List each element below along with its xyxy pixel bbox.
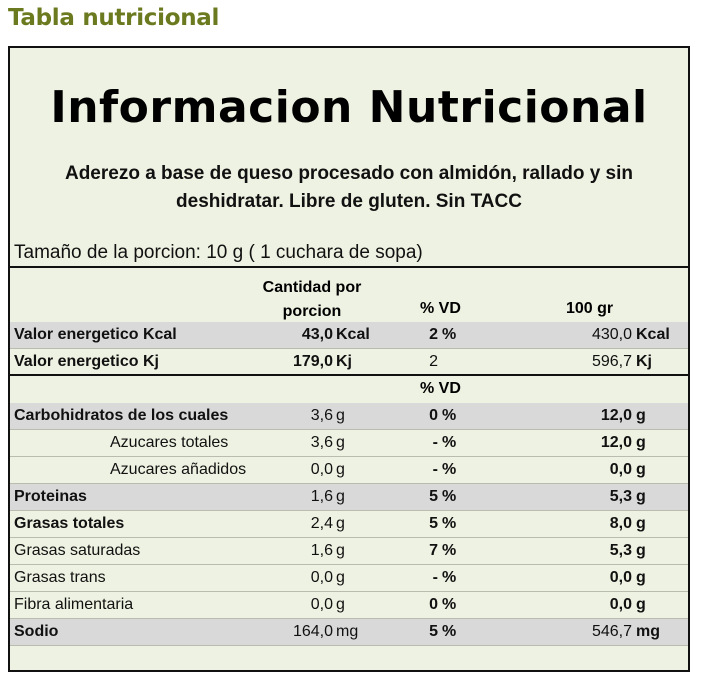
per100-value: 5,3 bbox=[609, 542, 632, 559]
vd-value: 2 bbox=[429, 353, 438, 370]
portion-unit: g bbox=[336, 542, 345, 559]
portion-unit: Kcal bbox=[336, 326, 370, 343]
product-description: Aderezo a base de queso procesado con al… bbox=[64, 163, 634, 212]
portion-value: 0,0 bbox=[310, 569, 333, 586]
header-100gr: 100 gr bbox=[566, 300, 614, 317]
portion-value: 164,0 bbox=[292, 623, 333, 640]
nutrient-name: Grasas trans bbox=[14, 569, 106, 586]
vd-value: - bbox=[432, 434, 438, 451]
per100-value: 0,0 bbox=[609, 569, 632, 586]
per100-value: 12,0 bbox=[600, 434, 632, 451]
nutrient-name: Grasas totales bbox=[14, 515, 125, 532]
per100-unit: g bbox=[636, 596, 646, 613]
vd-value: - bbox=[432, 461, 438, 478]
portion-unit: mg bbox=[336, 623, 359, 640]
vd-value: 5 bbox=[429, 515, 438, 532]
serving-size: Tamaño de la porcion: 10 g ( 1 cuchara d… bbox=[14, 242, 423, 263]
nutrient-name: Valor energetico Kj bbox=[14, 353, 159, 370]
portion-value: 43,0 bbox=[301, 326, 333, 343]
portion-unit: g bbox=[336, 596, 345, 613]
vd-value: 5 bbox=[429, 488, 438, 505]
vd-value: 0 bbox=[429, 407, 438, 424]
header-cantidad: Cantidad por porcion bbox=[262, 279, 362, 320]
nutrient-name: Valor energetico Kcal bbox=[14, 326, 177, 343]
nutrient-name: Proteinas bbox=[14, 488, 87, 505]
per100-unit: g bbox=[636, 407, 646, 424]
nutrient-name: Azucares totales bbox=[110, 434, 229, 451]
vd-value: 5 bbox=[429, 623, 438, 640]
vd-unit: % bbox=[442, 326, 457, 343]
per100-value: 596,7 bbox=[591, 353, 632, 370]
portion-unit: g bbox=[336, 434, 345, 451]
per100-unit: g bbox=[636, 569, 646, 586]
per100-value: 0,0 bbox=[609, 461, 632, 478]
label-title: Informacion Nutricional bbox=[50, 82, 648, 133]
portion-unit: g bbox=[336, 407, 345, 424]
per100-value: 5,3 bbox=[609, 488, 632, 505]
vd-unit: % bbox=[442, 488, 457, 505]
vd-unit: % bbox=[442, 407, 457, 424]
nutrient-row: Grasas trans 0,0 g -% 0,0 g bbox=[10, 565, 688, 592]
divider bbox=[10, 266, 688, 268]
vd-value: - bbox=[432, 569, 438, 586]
nutrient-name: Grasas saturadas bbox=[14, 542, 141, 559]
header-vd-nutrients: % VD bbox=[420, 380, 461, 397]
nutrient-name: Fibra alimentaria bbox=[14, 596, 134, 613]
energy-row: Valor energetico Kj 179,0 Kj 2 596,7 Kj bbox=[10, 349, 688, 376]
per100-unit: g bbox=[636, 434, 646, 451]
portion-value: 179,0 bbox=[292, 353, 333, 370]
portion-value: 0,0 bbox=[310, 596, 333, 613]
vd-unit: % bbox=[442, 461, 457, 478]
nutrient-row: Grasas totales 2,4 g 5% 8,0 g bbox=[10, 511, 688, 538]
portion-value: 0,0 bbox=[310, 461, 333, 478]
divider bbox=[10, 374, 688, 376]
portion-unit: g bbox=[336, 569, 345, 586]
vd-unit: % bbox=[442, 569, 457, 586]
vd-unit: % bbox=[442, 623, 457, 640]
nutrition-label: Informacion Nutricional Aderezo a base d… bbox=[8, 46, 690, 672]
portion-unit: g bbox=[336, 461, 345, 478]
nutrient-row: Sodio 164,0 mg 5% 546,7 mg bbox=[10, 619, 688, 646]
portion-unit: Kj bbox=[336, 353, 352, 370]
nutrient-row: Carbohidratos de los cuales 3,6 g 0% 12,0 g bbox=[10, 403, 688, 430]
per100-unit: g bbox=[636, 488, 646, 505]
nutrient-row: Azucares añadidos 0,0 g -% 0,0 g bbox=[10, 457, 688, 484]
vd-unit: % bbox=[442, 434, 457, 451]
vd-unit: % bbox=[442, 515, 457, 532]
per100-unit: Kcal bbox=[636, 326, 670, 343]
portion-value: 2,4 bbox=[310, 515, 333, 532]
energy-row: Valor energetico Kcal 43,0 Kcal 2% 430,0 Kcal bbox=[10, 322, 688, 349]
portion-unit: g bbox=[336, 515, 345, 532]
per100-unit: g bbox=[636, 542, 646, 559]
nutrient-row: Azucares totales 3,6 g -% 12,0 g bbox=[10, 430, 688, 457]
header-vd: % VD bbox=[420, 300, 461, 317]
nutrient-name: Azucares añadidos bbox=[110, 461, 247, 478]
per100-unit: Kj bbox=[636, 353, 652, 370]
vd-value: 0 bbox=[429, 596, 438, 613]
per100-value: 12,0 bbox=[600, 407, 632, 424]
per100-value: 0,0 bbox=[609, 596, 632, 613]
vd-unit: % bbox=[442, 596, 457, 613]
per100-unit: g bbox=[636, 461, 646, 478]
vd-value: 7 bbox=[429, 542, 438, 559]
nutrient-name: Sodio bbox=[14, 623, 59, 640]
portion-value: 1,6 bbox=[310, 488, 333, 505]
vd-value: 2 bbox=[429, 326, 438, 343]
per100-unit: mg bbox=[636, 623, 660, 640]
page-title: Tabla nutricional bbox=[8, 5, 220, 31]
nutrient-row: Grasas saturadas 1,6 g 7% 5,3 g bbox=[10, 538, 688, 565]
nutrient-row: Fibra alimentaria 0,0 g 0% 0,0 g bbox=[10, 592, 688, 619]
per100-unit: g bbox=[636, 515, 646, 532]
per100-value: 546,7 bbox=[591, 623, 632, 640]
vd-unit: % bbox=[442, 542, 457, 559]
per100-value: 8,0 bbox=[609, 515, 632, 532]
portion-value: 1,6 bbox=[310, 542, 333, 559]
portion-value: 3,6 bbox=[310, 407, 333, 424]
nutrient-name: Carbohidratos de los cuales bbox=[14, 407, 229, 424]
per100-value: 430,0 bbox=[591, 326, 632, 343]
portion-value: 3,6 bbox=[310, 434, 333, 451]
portion-unit: g bbox=[336, 488, 345, 505]
nutrient-row: Proteinas 1,6 g 5% 5,3 g bbox=[10, 484, 688, 511]
